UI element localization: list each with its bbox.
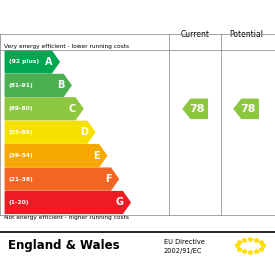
Text: EU Directive: EU Directive <box>164 239 205 245</box>
Text: (69-80): (69-80) <box>9 106 33 111</box>
Text: G: G <box>115 197 123 207</box>
Text: 78: 78 <box>241 104 256 114</box>
Polygon shape <box>5 192 130 213</box>
Text: A: A <box>45 57 52 67</box>
Polygon shape <box>5 145 106 167</box>
Text: 2002/91/EC: 2002/91/EC <box>164 248 202 254</box>
Polygon shape <box>234 99 258 118</box>
Text: 78: 78 <box>190 104 205 114</box>
Text: England & Wales: England & Wales <box>8 239 120 252</box>
Polygon shape <box>5 75 71 96</box>
Text: E: E <box>93 151 100 161</box>
Text: (55-68): (55-68) <box>9 130 33 135</box>
Text: C: C <box>69 104 76 114</box>
Text: (81-91): (81-91) <box>9 83 33 88</box>
Text: F: F <box>105 174 111 184</box>
Text: Very energy efficient - lower running costs: Very energy efficient - lower running co… <box>4 44 129 49</box>
Polygon shape <box>5 121 95 143</box>
Text: (21-38): (21-38) <box>9 176 33 182</box>
Text: Energy Efficiency Rating: Energy Efficiency Rating <box>37 9 238 24</box>
Polygon shape <box>5 168 118 190</box>
Text: D: D <box>80 127 88 137</box>
Polygon shape <box>5 98 83 120</box>
Text: B: B <box>57 80 64 90</box>
Polygon shape <box>183 99 207 118</box>
Text: (1-20): (1-20) <box>9 200 29 205</box>
Text: (92 plus): (92 plus) <box>9 59 39 64</box>
Text: Current: Current <box>181 30 210 39</box>
Text: Not energy efficient - higher running costs: Not energy efficient - higher running co… <box>4 215 129 220</box>
Text: (39-54): (39-54) <box>9 153 33 158</box>
Polygon shape <box>5 51 59 73</box>
Text: Potential: Potential <box>229 30 263 39</box>
